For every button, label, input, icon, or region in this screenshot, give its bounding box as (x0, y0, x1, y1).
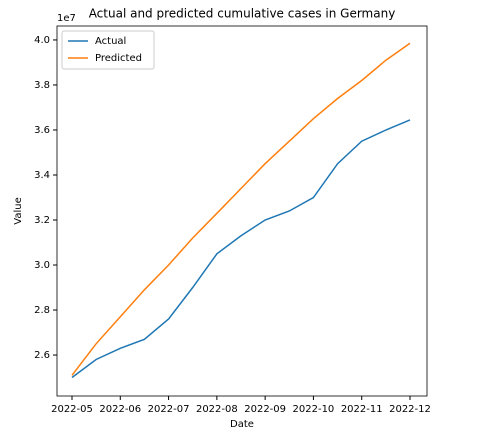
legend-label: Actual (95, 36, 126, 47)
x-tick-label: 2022-10 (293, 404, 335, 415)
series-line (71, 119, 411, 379)
x-tick-label: 2022-08 (196, 404, 238, 415)
y-tick-label: 3.6 (34, 125, 50, 136)
x-tick-label: 2022-09 (244, 404, 286, 415)
series-line (71, 42, 411, 376)
x-tick-label: 2022-06 (99, 404, 141, 415)
y-tick-label: 4.0 (34, 35, 50, 46)
y-tick-label: 2.8 (34, 305, 50, 316)
y-tick-label: 3.8 (34, 80, 50, 91)
x-axis-label: Date (230, 419, 254, 430)
x-tick-label: 2022-12 (389, 404, 431, 415)
legend-label: Predicted (95, 53, 142, 64)
x-tick-label: 2022-11 (341, 404, 383, 415)
chart-title: Actual and predicted cumulative cases in… (89, 7, 396, 21)
x-tick-label: 2022-07 (148, 404, 190, 415)
y-tick-label: 3.0 (34, 260, 50, 271)
x-tick-label: 2022-05 (51, 404, 93, 415)
y-tick-label: 3.4 (34, 170, 50, 181)
y-tick-label: 2.6 (34, 350, 50, 361)
plot-frame (56, 25, 428, 397)
y-tick-label: 3.2 (34, 215, 50, 226)
y-axis-label: Value (13, 197, 24, 224)
y-offset-label: 1e7 (57, 13, 76, 24)
